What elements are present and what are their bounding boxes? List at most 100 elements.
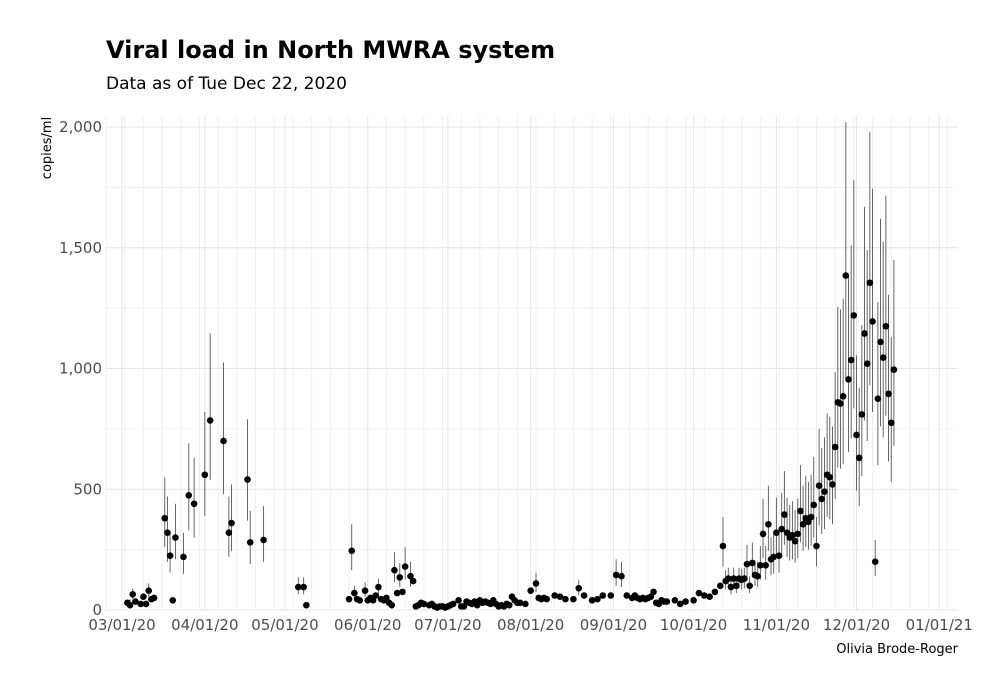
data-point bbox=[887, 419, 895, 427]
data-point bbox=[890, 366, 898, 374]
data-point bbox=[556, 593, 564, 601]
data-point bbox=[818, 495, 826, 503]
data-point bbox=[781, 511, 788, 518]
data-point bbox=[185, 491, 193, 499]
data-point bbox=[799, 520, 807, 528]
x-tick-label: 01/01/21 bbox=[906, 616, 973, 634]
data-point bbox=[409, 577, 417, 585]
data-point bbox=[783, 529, 791, 537]
data-point bbox=[871, 558, 879, 565]
x-tick-label: 03/01/20 bbox=[88, 616, 155, 634]
data-point bbox=[361, 587, 369, 594]
y-axis-label: copies/ml bbox=[40, 117, 55, 179]
data-point bbox=[743, 560, 751, 568]
data-point bbox=[623, 592, 631, 599]
data-point bbox=[172, 534, 179, 541]
data-point bbox=[733, 582, 740, 590]
data-point bbox=[725, 575, 732, 582]
x-tick-label: 07/01/20 bbox=[414, 616, 481, 634]
x-tick-label: 10/01/20 bbox=[660, 616, 727, 634]
data-point bbox=[821, 488, 828, 495]
data-point bbox=[244, 476, 251, 483]
data-point bbox=[866, 279, 874, 287]
data-point bbox=[599, 592, 607, 599]
data-point bbox=[647, 593, 655, 601]
data-point bbox=[166, 552, 174, 559]
y-tick-label: 1,000 bbox=[59, 360, 102, 378]
data-point bbox=[391, 566, 398, 574]
data-point bbox=[206, 417, 214, 424]
data-point bbox=[140, 593, 147, 601]
data-point bbox=[164, 529, 171, 537]
x-tick-label: 11/01/20 bbox=[743, 616, 810, 634]
data-point bbox=[137, 600, 145, 608]
chart-subtitle: Data as of Tue Dec 22, 2020 bbox=[106, 74, 347, 94]
y-tick-label: 500 bbox=[73, 480, 102, 498]
x-tick-label: 04/01/20 bbox=[171, 616, 238, 634]
data-point bbox=[789, 531, 796, 539]
x-tick-label: 12/01/20 bbox=[823, 616, 890, 634]
data-point bbox=[201, 471, 209, 479]
data-point bbox=[671, 597, 679, 604]
data-point bbox=[594, 595, 601, 603]
data-point bbox=[741, 575, 748, 582]
data-point bbox=[778, 525, 786, 533]
data-point bbox=[460, 603, 468, 610]
data-point bbox=[746, 582, 753, 590]
data-point bbox=[855, 454, 863, 462]
data-point bbox=[810, 501, 818, 509]
data-point bbox=[372, 592, 380, 599]
data-point bbox=[543, 595, 550, 603]
data-point bbox=[449, 600, 457, 608]
data-point bbox=[711, 588, 719, 596]
data-point bbox=[522, 600, 529, 608]
data-point bbox=[399, 588, 406, 596]
data-point bbox=[877, 338, 884, 346]
data-point bbox=[295, 583, 302, 591]
data-point bbox=[161, 514, 169, 522]
data-point bbox=[858, 411, 866, 418]
data-point bbox=[850, 312, 858, 319]
data-point bbox=[676, 600, 684, 608]
data-point bbox=[794, 530, 802, 538]
grid-lines bbox=[105, 116, 958, 611]
data-point bbox=[612, 571, 620, 579]
data-point bbox=[754, 572, 761, 580]
data-point bbox=[473, 601, 481, 609]
data-point bbox=[246, 539, 254, 546]
x-tick-label: 06/01/20 bbox=[334, 616, 401, 634]
x-tick-label: 09/01/20 bbox=[580, 616, 647, 634]
data-point bbox=[690, 597, 697, 604]
chart-title: Viral load in North MWRA system bbox=[106, 36, 556, 64]
data-point bbox=[797, 507, 804, 515]
data-point bbox=[455, 597, 462, 604]
data-point bbox=[575, 584, 583, 592]
data-point bbox=[220, 437, 227, 445]
data-point bbox=[663, 598, 671, 605]
data-point bbox=[882, 322, 890, 330]
data-point bbox=[348, 547, 356, 555]
data-point bbox=[618, 572, 625, 580]
data-point bbox=[356, 597, 364, 604]
data-point bbox=[351, 589, 358, 597]
data-point bbox=[126, 601, 134, 609]
data-point bbox=[396, 574, 404, 581]
data-point bbox=[770, 553, 778, 561]
data-point bbox=[228, 519, 235, 527]
data-point bbox=[847, 356, 855, 364]
data-point bbox=[869, 318, 876, 325]
data-point bbox=[695, 589, 703, 597]
data-point bbox=[505, 601, 513, 609]
data-point bbox=[375, 583, 382, 591]
data-point bbox=[300, 583, 307, 591]
data-point bbox=[826, 473, 834, 481]
data-point bbox=[874, 395, 882, 402]
data-point bbox=[749, 559, 756, 567]
data-point bbox=[805, 518, 812, 526]
data-point bbox=[190, 500, 198, 508]
data-point bbox=[765, 520, 772, 528]
data-point bbox=[839, 392, 847, 400]
data-point bbox=[885, 390, 892, 398]
data-point bbox=[700, 592, 708, 599]
